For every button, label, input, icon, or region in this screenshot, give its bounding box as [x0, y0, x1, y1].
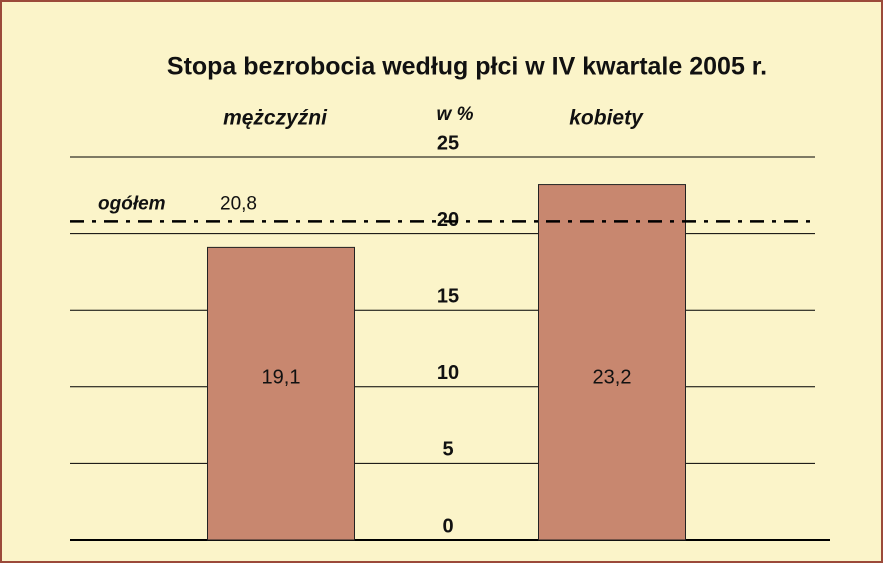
- category-label: mężczyźni: [223, 107, 328, 130]
- reference-label: ogółem: [98, 193, 166, 214]
- value-label: 23,2: [593, 366, 632, 388]
- reference-value-label: 20,8: [220, 193, 257, 214]
- y-tick-label: 20: [437, 209, 459, 231]
- y-tick-label: 5: [442, 439, 453, 461]
- bar: [207, 246, 355, 541]
- y-tick-label: 25: [437, 132, 459, 154]
- unit-label: w %: [437, 104, 474, 125]
- value-label: 19,1: [262, 366, 301, 388]
- category-label: kobiety: [569, 107, 644, 130]
- chart-title: Stopa bezrobocia według płci w IV kwarta…: [167, 53, 767, 81]
- y-tick-label: 15: [437, 285, 459, 307]
- y-tick-label: 0: [442, 515, 453, 537]
- y-tick-label: 10: [437, 362, 459, 384]
- bar: [538, 184, 686, 541]
